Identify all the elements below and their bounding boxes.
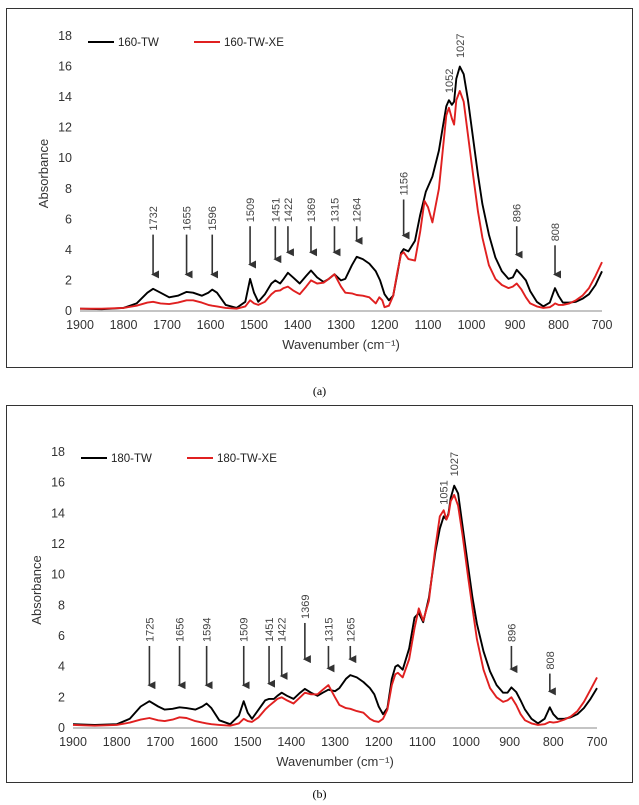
y-tick-label: 4 bbox=[58, 660, 65, 674]
peak-label-1027: 1027 bbox=[455, 33, 467, 57]
x-tick-label: 1300 bbox=[321, 735, 349, 749]
peak-label-1596: 1596 bbox=[207, 206, 219, 230]
y-tick-label: 12 bbox=[58, 121, 72, 135]
peak-label-1265: 1265 bbox=[345, 617, 357, 641]
peak-label-1509: 1509 bbox=[245, 198, 257, 222]
y-axis-title: Absorbance bbox=[29, 555, 44, 624]
caption-a: (a) bbox=[312, 384, 327, 398]
legend-label-160-tw-xe: 160-TW-XE bbox=[224, 37, 284, 49]
peak-label-1051: 1051 bbox=[439, 480, 451, 504]
y-tick-label: 8 bbox=[58, 598, 65, 612]
peak-label-1369: 1369 bbox=[300, 594, 312, 618]
x-tick-label: 1500 bbox=[234, 735, 262, 749]
peak-label-1594: 1594 bbox=[202, 617, 214, 641]
peak-label-1315: 1315 bbox=[329, 198, 341, 222]
series-line-160-tw-xe bbox=[80, 90, 603, 310]
x-axis-title: Wavenumber (cm⁻¹) bbox=[276, 754, 394, 769]
x-tick-label: 1600 bbox=[197, 318, 225, 332]
peak-label-1027: 1027 bbox=[449, 452, 461, 476]
y-tick-label: 8 bbox=[65, 182, 72, 196]
y-tick-label: 16 bbox=[51, 476, 65, 490]
x-tick-label: 1900 bbox=[66, 318, 94, 332]
x-tick-label: 1800 bbox=[103, 735, 131, 749]
peak-label-1725: 1725 bbox=[144, 617, 156, 641]
x-tick-label: 1300 bbox=[327, 318, 355, 332]
x-tick-label: 1400 bbox=[284, 318, 312, 332]
caption-b: (b) bbox=[312, 787, 327, 801]
x-tick-label: 1800 bbox=[110, 318, 138, 332]
y-tick-label: 6 bbox=[58, 629, 65, 643]
peak-label-1509: 1509 bbox=[239, 617, 251, 641]
y-tick-label: 4 bbox=[65, 243, 72, 257]
legend-label-160-tw: 160-TW bbox=[118, 37, 159, 49]
series-line-180-tw bbox=[72, 484, 598, 726]
x-tick-label: 1100 bbox=[409, 735, 436, 749]
x-tick-label: 800 bbox=[543, 735, 564, 749]
peak-label-1422: 1422 bbox=[277, 617, 289, 641]
peak-label-1156: 1156 bbox=[399, 172, 411, 196]
x-tick-label: 1700 bbox=[146, 735, 174, 749]
x-tick-label: 900 bbox=[505, 318, 526, 332]
y-tick-label: 2 bbox=[58, 690, 65, 704]
chart-panel-a: 0 2 4 6 8 10 12 14 16 18 1900 1800 1700 1600 1500 1400 1… bbox=[6, 8, 633, 368]
x-tick-label: 1200 bbox=[365, 735, 393, 749]
x-tick-label: 1000 bbox=[458, 318, 486, 332]
ftir-chart-a: 0 2 4 6 8 10 12 14 16 18 1900 1800 1700 1600 1500 1400 1… bbox=[36, 29, 613, 352]
y-tick-label: 0 bbox=[65, 304, 72, 318]
x-tick-label: 1400 bbox=[277, 735, 305, 749]
x-tick-label: 1900 bbox=[59, 735, 87, 749]
peak-label-808: 808 bbox=[545, 651, 557, 669]
peak-label-1052: 1052 bbox=[444, 69, 456, 93]
x-tick-label: 700 bbox=[587, 735, 608, 749]
peak-label-1422: 1422 bbox=[283, 198, 295, 222]
x-axis-title: Wavenumber (cm⁻¹) bbox=[282, 337, 400, 352]
x-tick-label: 900 bbox=[499, 735, 520, 749]
peak-label-1369: 1369 bbox=[306, 198, 318, 222]
series-line-160-tw bbox=[79, 65, 603, 311]
legend-label-180-tw-xe: 180-TW-XE bbox=[217, 453, 277, 465]
peak-label-1656: 1656 bbox=[175, 617, 187, 641]
ftir-chart-b: 0 2 4 6 8 10 12 14 16 18 1900 1800 1700 1600 1500 1400 1… bbox=[29, 445, 608, 769]
y-tick-label: 10 bbox=[58, 151, 72, 165]
y-tick-label: 14 bbox=[51, 506, 65, 520]
y-tick-label: 10 bbox=[51, 568, 65, 582]
y-tick-label: 0 bbox=[58, 721, 65, 735]
y-tick-label: 18 bbox=[58, 29, 72, 43]
legend-label-180-tw: 180-TW bbox=[111, 453, 152, 465]
y-axis-title: Absorbance bbox=[36, 139, 51, 208]
y-tick-label: 6 bbox=[65, 212, 72, 226]
x-tick-label: 1700 bbox=[153, 318, 181, 332]
peak-label-1732: 1732 bbox=[148, 206, 160, 230]
series-line-180-tw-xe bbox=[72, 493, 598, 727]
peak-label-1655: 1655 bbox=[182, 206, 194, 230]
peak-label-1451: 1451 bbox=[270, 198, 282, 222]
peak-label-1315: 1315 bbox=[323, 617, 335, 641]
x-tick-label: 1600 bbox=[190, 735, 218, 749]
peak-label-896: 896 bbox=[512, 204, 524, 222]
peak-label-1451: 1451 bbox=[264, 617, 276, 641]
chart-panel-b: 0 2 4 6 8 10 12 14 16 18 1900 1800 1700 1600 1500 1400 1… bbox=[6, 405, 633, 783]
x-tick-label: 700 bbox=[592, 318, 613, 332]
x-tick-label: 1000 bbox=[452, 735, 480, 749]
y-tick-label: 18 bbox=[51, 445, 65, 459]
peak-label-1264: 1264 bbox=[352, 198, 364, 222]
y-tick-label: 16 bbox=[58, 60, 72, 74]
x-tick-label: 1200 bbox=[371, 318, 399, 332]
x-tick-label: 1100 bbox=[415, 318, 442, 332]
x-tick-label: 800 bbox=[548, 318, 569, 332]
peak-label-896: 896 bbox=[506, 624, 518, 642]
y-tick-label: 14 bbox=[58, 90, 72, 104]
y-tick-label: 2 bbox=[65, 273, 72, 287]
y-tick-label: 12 bbox=[51, 537, 65, 551]
x-tick-label: 1500 bbox=[240, 318, 268, 332]
peak-label-808: 808 bbox=[550, 223, 562, 241]
